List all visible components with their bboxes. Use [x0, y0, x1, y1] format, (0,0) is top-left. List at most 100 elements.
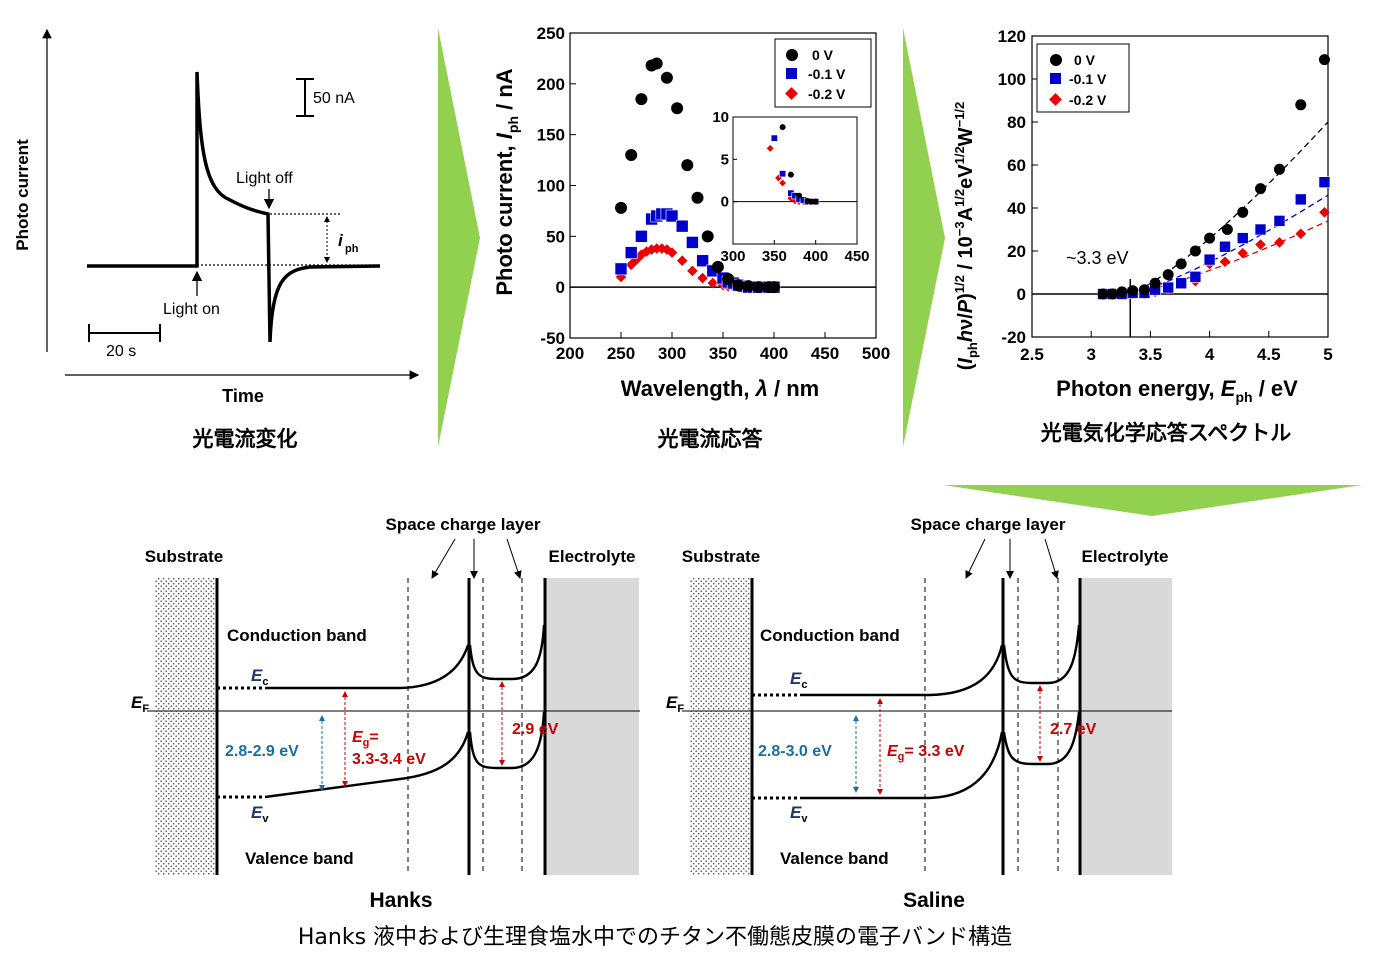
saline-gap-right: 2.7 eV — [1050, 721, 1097, 738]
data-point — [1318, 54, 1330, 66]
saline-valence-band — [800, 711, 1081, 800]
data-point — [1127, 285, 1139, 297]
data-point — [768, 281, 780, 294]
data-point — [665, 209, 679, 223]
x-tick-label: 250 — [607, 344, 635, 363]
saline-eg-label: Eg= 3.3 eV — [887, 743, 965, 763]
hanks-scl-arrow-1 — [431, 538, 456, 579]
inset-y-tick-label: 5 — [721, 151, 729, 168]
legend2-marker-0V — [1050, 54, 1062, 66]
data-point — [1237, 206, 1249, 218]
data-point — [696, 254, 709, 268]
saline-space-charge-label: Space charge layer — [911, 515, 1066, 534]
photon-legend: 0 V -0.1 V -0.2 V — [1036, 43, 1130, 113]
data-point — [1162, 269, 1174, 281]
y-tick-label: 250 — [537, 24, 565, 43]
photon-caption: 光電気化学応答スペクトル — [1040, 421, 1292, 445]
hanks-electrolyte — [545, 578, 639, 875]
iph-label: i — [338, 231, 344, 250]
scale-time-label: 20 s — [106, 343, 136, 360]
x-tick-label: 500 — [862, 344, 890, 363]
data-point — [1274, 237, 1285, 248]
saline-vb-label: Valence band — [780, 849, 889, 868]
inset-data-point — [779, 179, 786, 187]
saline-substrate — [690, 578, 752, 875]
data-point — [624, 246, 638, 259]
data-point — [1255, 239, 1266, 250]
wavelength-legend: 0 V -0.1 V -0.2 V — [774, 38, 872, 108]
hanks-vb-label: Valence band — [245, 849, 354, 868]
light-on-label: Light on — [163, 301, 220, 318]
band-diagram-caption: Hanks 液中および生理食塩水中でのチタン不働態皮膜の電子バンド構造 — [298, 925, 1012, 950]
saline-scl-arrow-1 — [965, 538, 986, 579]
photon-energy-chart: 2.5 3 3.5 4 4.5 5 -20 0 20 40 60 80 100 120 0 V -0.1 … — [952, 27, 1333, 445]
y-tick-label: 150 — [537, 126, 565, 145]
inset-data-point — [796, 192, 803, 199]
data-point — [1273, 215, 1286, 227]
data-point — [635, 93, 648, 106]
inset-frame — [732, 116, 858, 245]
data-point — [635, 230, 648, 243]
flow-arrow-3 — [943, 485, 1362, 516]
data-point — [1175, 258, 1187, 270]
saline-scl-arrow-3 — [1044, 538, 1059, 579]
data-point — [650, 57, 663, 70]
data-point — [1221, 224, 1233, 235]
y-tick-label: 0 — [1017, 285, 1026, 304]
x-tick-label: 450 — [811, 344, 839, 363]
hanks-eg-value: 3.3-3.4 eV — [352, 751, 426, 768]
transient-y-label: Photo current — [13, 139, 32, 251]
y-tick-label: -50 — [540, 329, 565, 348]
photon-y-label: (Iphhν/P)1/2 / 10−3A1/2eV1/2W−1/2 — [952, 102, 980, 371]
hanks-conduction-band — [265, 624, 546, 690]
wavelength-inset: 300 350 400 450 0 5 10 — [712, 109, 869, 265]
data-point — [1189, 270, 1202, 283]
data-point — [711, 260, 724, 273]
y-tick-label: 200 — [537, 75, 565, 94]
x-tick-label: 4.5 — [1257, 345, 1281, 364]
data-point — [1175, 277, 1187, 290]
saline-gap-blue: 2.8-3.0 eV — [758, 743, 832, 760]
y-tick-label: 120 — [998, 27, 1026, 46]
data-point — [1162, 281, 1174, 294]
data-point — [1295, 99, 1307, 111]
saline-cb-label: Conduction band — [760, 626, 900, 645]
data-point — [1273, 163, 1285, 175]
data-point — [1107, 288, 1119, 300]
scale-current-label: 50 nA — [313, 90, 355, 107]
wavelength-x-label: Wavelength, λ / nm — [621, 376, 819, 401]
x-tick-label: 200 — [556, 344, 584, 363]
legend-label-0V: 0 V — [812, 47, 834, 63]
legend2-label-m01V: -0.1 V — [1069, 71, 1107, 87]
data-point — [686, 236, 699, 249]
legend-marker-m01V — [786, 68, 797, 79]
inset-y-tick-label: 0 — [721, 194, 729, 211]
legend2-label-m02V: -0.2 V — [1069, 92, 1107, 108]
data-point — [1236, 232, 1249, 244]
x-tick-label: 4 — [1205, 345, 1215, 364]
inset-x-tick-label: 450 — [844, 248, 869, 265]
y-tick-label: 80 — [1007, 113, 1026, 132]
inset-data-point — [787, 171, 794, 178]
inset-data-point — [808, 198, 815, 205]
x-tick-label: 350 — [709, 344, 737, 363]
saline-title: Saline — [903, 889, 965, 912]
hanks-gap-blue: 2.8-2.9 eV — [225, 743, 299, 760]
data-point — [676, 255, 688, 267]
saline-electrolyte-label: Electrolyte — [1082, 547, 1169, 566]
inset-data-point — [779, 124, 786, 131]
data-point — [1097, 288, 1109, 300]
hanks-substrate-label: Substrate — [145, 547, 223, 566]
saline-electrolyte — [1080, 578, 1172, 875]
flow-arrow-2 — [903, 28, 945, 447]
hanks-scl-arrow-3 — [506, 538, 522, 579]
transient-caption: 光電流変化 — [192, 427, 298, 451]
inset-data-point — [766, 144, 774, 152]
hanks-gap-right: 2.9 eV — [512, 721, 559, 738]
data-point — [1318, 176, 1331, 188]
inset-data-point — [770, 134, 778, 142]
data-point — [1149, 277, 1161, 289]
legend2-label-0V: 0 V — [1074, 52, 1096, 68]
inset-data-point — [812, 198, 819, 205]
y-tick-label: 100 — [537, 177, 565, 196]
